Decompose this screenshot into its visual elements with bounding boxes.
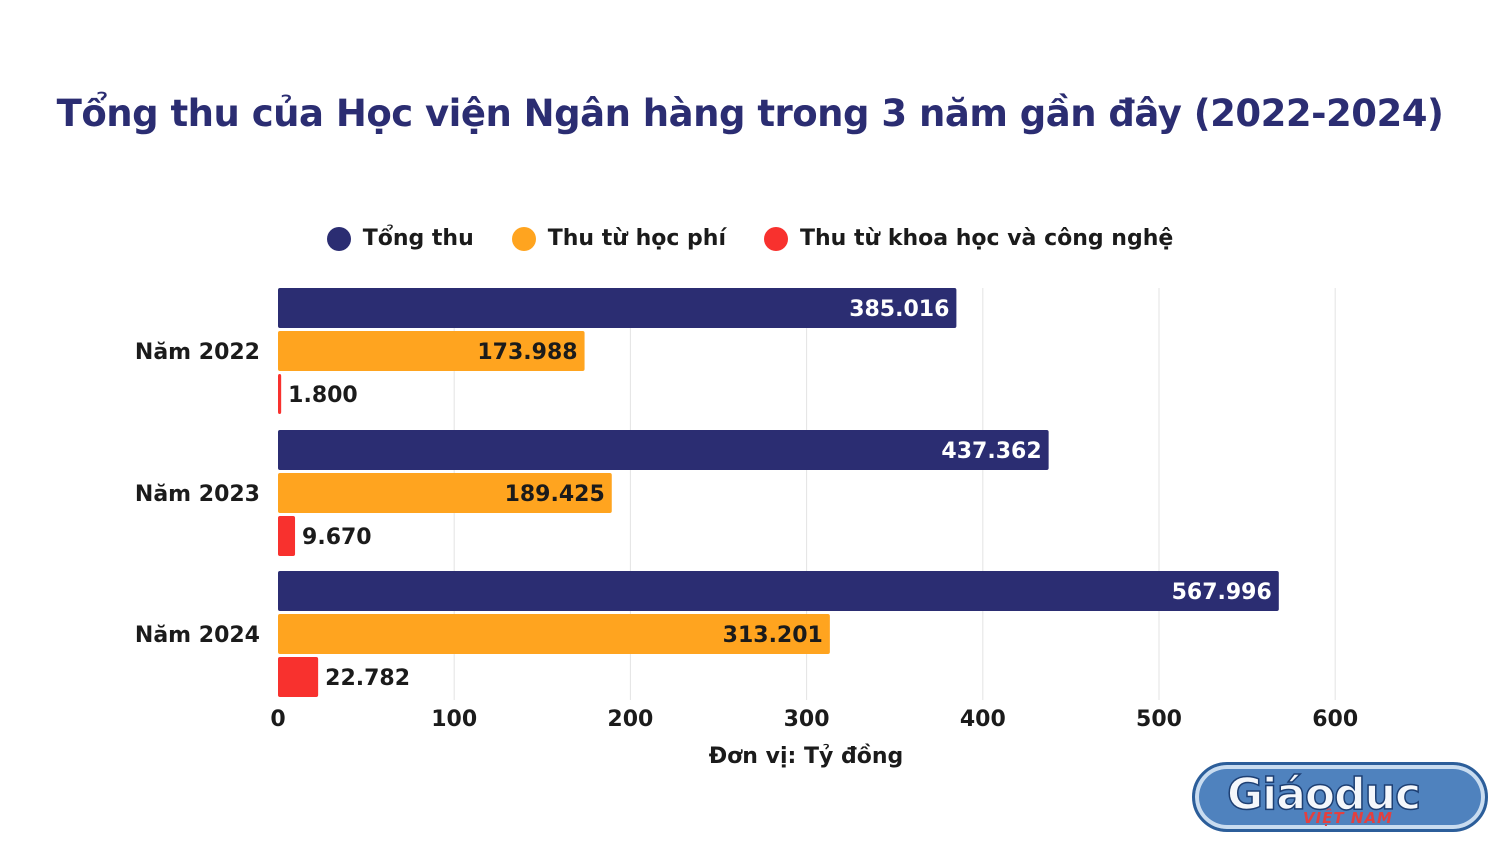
category-label: Năm 2024: [135, 623, 260, 648]
legend-swatch-hoc-phi: [511, 226, 536, 251]
x-tick-label: 600: [1312, 707, 1358, 732]
logo-subtext: VIỆT NAM: [1303, 809, 1393, 827]
bar: [278, 374, 282, 414]
chart-legend: Tổng thu Thu từ học phí Thu từ khoa học …: [0, 226, 1500, 251]
bar: [278, 657, 319, 697]
data-label: 173.988: [477, 340, 577, 365]
data-label: 22.782: [325, 666, 410, 691]
data-label: 189.425: [505, 482, 605, 507]
data-label: 1.800: [288, 383, 358, 408]
logo-text: Giáoduc: [1226, 768, 1422, 821]
legend-label-khcn: Thu từ khoa học và công nghệ: [800, 226, 1174, 251]
legend-item-khcn: Thu từ khoa học và công nghệ: [764, 226, 1173, 251]
bar: [278, 473, 612, 513]
data-label: 567.996: [1172, 580, 1272, 605]
data-label: 437.362: [941, 439, 1041, 464]
data-label: 313.201: [723, 623, 823, 648]
legend-label-hoc-phi: Thu từ học phí: [547, 226, 726, 251]
bar: [278, 331, 585, 371]
chart-title: Tổng thu của Học viện Ngân hàng trong 3 …: [56, 92, 1444, 135]
bar: [278, 516, 296, 556]
bar: [278, 614, 830, 654]
data-label: 9.670: [302, 525, 372, 550]
legend-label-tong-thu: Tổng thu: [362, 226, 474, 251]
x-tick-label: 400: [960, 707, 1006, 732]
bar: [278, 288, 957, 328]
x-tick-label: 0: [270, 707, 285, 732]
x-tick-label: 200: [607, 707, 653, 732]
data-label: 385.016: [849, 297, 949, 322]
category-label: Năm 2022: [135, 340, 260, 365]
x-tick-label: 300: [784, 707, 830, 732]
legend-item-tong-thu: Tổng thu: [326, 226, 474, 251]
legend-swatch-tong-thu: [326, 226, 351, 251]
bar: [278, 571, 1279, 611]
x-tick-label: 100: [431, 707, 477, 732]
x-axis-label: Đơn vị: Tỷ đồng: [709, 744, 904, 769]
legend-item-hoc-phi: Thu từ học phí: [511, 226, 726, 251]
category-label: Năm 2023: [135, 482, 260, 507]
x-tick-label: 500: [1136, 707, 1182, 732]
legend-swatch-khcn: [764, 226, 788, 251]
bar: [278, 430, 1049, 470]
giaoduc-logo: Giáoduc VIỆT NAM: [1192, 762, 1488, 832]
